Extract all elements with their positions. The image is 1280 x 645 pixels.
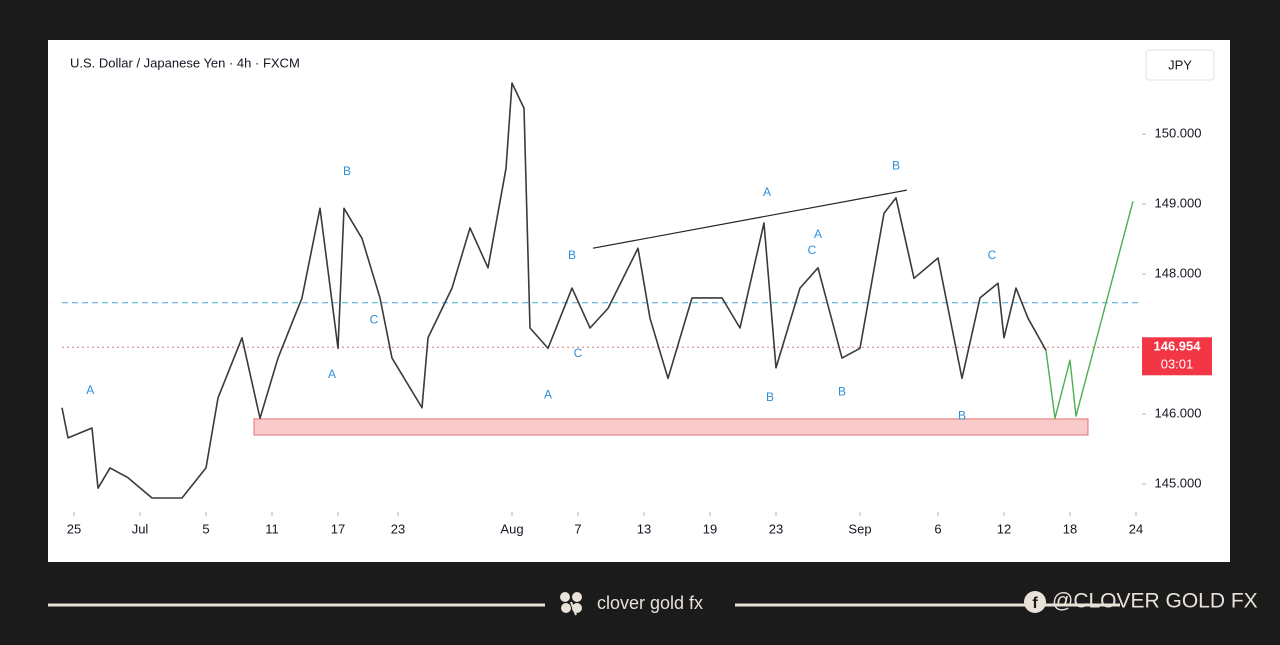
wave-label: C: [808, 243, 817, 257]
x-tick-label: 6: [934, 521, 941, 536]
facebook-glyph: f: [1032, 595, 1038, 612]
x-tick-label: Jul: [132, 521, 149, 536]
wave-label: B: [766, 390, 774, 404]
wave-label: B: [958, 408, 966, 422]
x-tick-label: 18: [1063, 521, 1077, 536]
x-tick-label: 12: [997, 521, 1011, 536]
x-tick-label: 19: [703, 521, 717, 536]
y-tick-label: 146.000: [1155, 405, 1202, 420]
price-tag-label: 146.954: [1154, 339, 1202, 354]
countdown: 03:01: [1161, 357, 1194, 372]
wave-label: A: [544, 387, 552, 401]
y-tick-label: 150.000: [1155, 126, 1202, 141]
footer-brand: clover gold fx: [597, 593, 703, 613]
x-tick-label: 13: [637, 521, 651, 536]
wave-label: B: [892, 159, 900, 173]
y-tick-label: 148.000: [1155, 266, 1202, 281]
price-line: [61, 82, 1047, 499]
x-tick-label: 23: [769, 521, 783, 536]
x-tick-label: Aug: [500, 521, 523, 536]
x-tick-label: 17: [331, 521, 345, 536]
wave-label: C: [988, 248, 997, 262]
x-tick-label: 7: [574, 521, 581, 536]
y-tick-label: 145.000: [1155, 475, 1202, 490]
footer-handle: @CLOVER GOLD FX: [1052, 590, 1258, 613]
support-zone: [253, 418, 1089, 436]
chart-title: U.S. Dollar / Japanese Yen · 4h · FXCM: [70, 55, 300, 70]
x-tick-label: 5: [202, 521, 209, 536]
wave-label: C: [574, 346, 583, 360]
x-tick-label: Sep: [848, 521, 871, 536]
wave-label: A: [328, 367, 336, 381]
wave-label: A: [814, 227, 822, 241]
plot-area: 145.000146.000147.000148.000149.000150.0…: [61, 82, 1212, 536]
price-tag: [1142, 337, 1212, 376]
wave-label: C: [370, 312, 379, 326]
chart-panel: [48, 40, 1230, 562]
facebook-icon: [1024, 591, 1046, 613]
currency-label: JPY: [1168, 57, 1192, 72]
projection-line: [1045, 201, 1134, 419]
currency-button[interactable]: [1145, 49, 1215, 81]
y-tick-label: 149.000: [1155, 196, 1202, 211]
x-tick-label: 24: [1129, 521, 1143, 536]
x-tick-label: 25: [67, 521, 81, 536]
wave-label: B: [568, 248, 576, 262]
x-tick-label: 11: [265, 521, 279, 536]
wave-label: A: [86, 383, 94, 397]
clover-icon: [560, 592, 582, 616]
trend-line: [592, 189, 907, 249]
wave-label: A: [763, 185, 771, 199]
x-tick-label: 23: [391, 521, 405, 536]
wave-label: B: [343, 164, 351, 178]
wave-label: B: [838, 385, 846, 399]
